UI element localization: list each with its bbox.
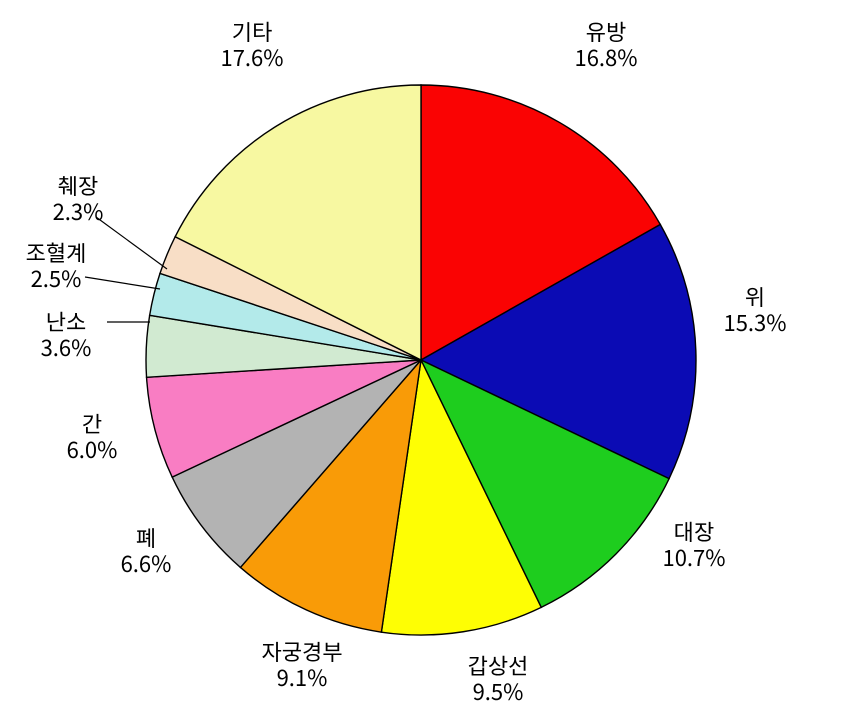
pie-chart: 유방16.8%위15.3%대장10.7%갑상선9.5%자궁경부9.1%폐6.6%… bbox=[0, 0, 842, 716]
slice-label-percent: 9.1% bbox=[277, 661, 328, 693]
slice-label-percent: 16.8% bbox=[574, 41, 637, 73]
slice-label-percent: 2.5% bbox=[31, 262, 82, 294]
slice-label: 췌장2.3% bbox=[53, 169, 104, 227]
slice-label: 조혈계2.5% bbox=[26, 236, 87, 294]
slice-label-percent: 17.6% bbox=[220, 41, 283, 73]
slice-label-percent: 6.6% bbox=[121, 547, 172, 579]
slice-label-percent: 3.6% bbox=[41, 331, 92, 363]
slice-label: 갑상선9.5% bbox=[468, 649, 529, 707]
pie-slices bbox=[146, 85, 696, 635]
slice-label-percent: 9.5% bbox=[473, 675, 524, 707]
slice-label: 난소3.6% bbox=[41, 305, 92, 363]
slice-label-percent: 6.0% bbox=[67, 433, 118, 465]
slice-label-percent: 15.3% bbox=[723, 306, 786, 338]
slice-label-percent: 2.3% bbox=[53, 195, 104, 227]
slice-label-percent: 10.7% bbox=[662, 541, 725, 573]
